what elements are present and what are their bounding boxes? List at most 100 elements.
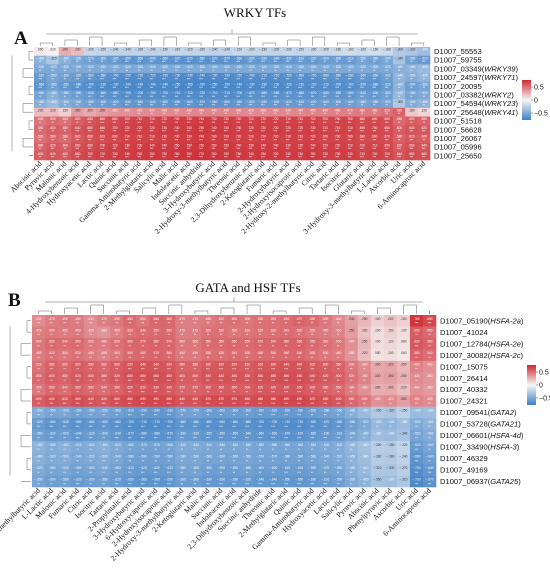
heatmap-cell	[368, 125, 381, 135]
heatmap-cell	[344, 464, 359, 476]
heatmap-cell	[318, 326, 333, 339]
cell-significance-mark: ***	[89, 436, 93, 440]
cell-value-label: −.620	[87, 431, 95, 435]
cell-value-label: .620	[75, 374, 81, 378]
heatmap-cell	[214, 418, 228, 430]
heatmap-cell	[318, 55, 332, 65]
cell-value-label: .710	[247, 117, 253, 121]
cell-value-label: .640	[153, 363, 159, 367]
cell-value-label: −.520	[36, 65, 44, 69]
cell-value-label: −.500	[425, 431, 433, 435]
heatmap-cell	[422, 395, 437, 408]
cell-significance-mark: ***	[415, 482, 419, 486]
heatmap-cell	[318, 73, 332, 83]
cell-significance-mark: ***	[297, 391, 301, 395]
cell-value-label: −.430	[347, 443, 355, 447]
cell-significance-mark: **	[128, 345, 131, 349]
cell-value-label: .560	[283, 351, 289, 355]
heatmap-cell	[305, 337, 320, 350]
cell-value-label: .740	[148, 143, 154, 147]
cell-value-label: .640	[49, 152, 55, 156]
heatmap-cell	[422, 372, 437, 385]
heatmap-cell	[219, 107, 233, 117]
cell-significance-mark: **	[207, 471, 210, 475]
heatmap-cell	[58, 125, 72, 135]
cell-value-label: .440	[223, 108, 229, 112]
heatmap-cell	[318, 395, 333, 408]
heatmap-cell	[110, 349, 124, 362]
cell-value-label: −.580	[165, 454, 173, 458]
heatmap-cell	[194, 64, 208, 74]
heatmap-cell	[253, 475, 267, 488]
cell-value-label: −.280	[373, 454, 381, 458]
cell-value-label: −.200	[284, 48, 292, 52]
heatmap-cell	[396, 475, 411, 488]
cell-significance-mark: **	[39, 138, 42, 142]
heatmap-cell	[145, 116, 159, 126]
cell-value-label: −.680	[73, 82, 81, 86]
cell-significance-mark: **	[207, 345, 210, 349]
column-label: 2-Hydroxy-2-methylbutyric acid	[0, 486, 42, 563]
heatmap-cell	[368, 55, 381, 65]
dendrogram-branch	[138, 39, 152, 46]
cell-value-label: .630	[270, 363, 276, 367]
cell-significance-mark: ***	[323, 425, 327, 429]
cell-value-label: .570	[166, 340, 172, 344]
heatmap-cell	[175, 337, 189, 350]
cell-value-label: −.240	[399, 454, 407, 458]
cell-significance-mark: **	[410, 60, 413, 64]
cell-significance-mark: ***	[298, 121, 302, 125]
heatmap-cell	[396, 337, 411, 350]
heatmap-cell	[194, 125, 208, 135]
cell-significance-mark: ***	[415, 448, 419, 452]
cell-value-label: −.500	[61, 454, 69, 458]
cell-value-label: .280	[400, 374, 406, 378]
heatmap-cell	[292, 315, 306, 327]
heatmap-cell	[84, 315, 98, 327]
heatmap-cell	[45, 441, 59, 453]
cell-significance-mark: **	[102, 482, 105, 486]
cell-value-label: −.620	[412, 443, 420, 447]
heatmap-cell	[175, 349, 189, 362]
cell-value-label: .750	[198, 126, 204, 130]
heatmap-cell	[396, 452, 411, 465]
heatmap-cell	[318, 406, 333, 419]
cell-value-label: −.560	[87, 466, 95, 470]
heatmap-cell	[253, 406, 267, 419]
heatmap-cell	[145, 125, 159, 135]
cell-significance-mark: **	[102, 322, 105, 326]
heatmap-cell	[84, 372, 98, 385]
heatmap-cell	[182, 90, 196, 100]
cell-value-label: −.520	[73, 65, 81, 69]
cell-value-label: −.650	[234, 100, 242, 104]
cell-significance-mark: **	[89, 356, 92, 360]
heatmap-cell	[409, 395, 424, 408]
cell-significance-mark: ***	[249, 138, 253, 142]
cell-value-label: .470	[101, 317, 107, 321]
cell-value-label: .720	[285, 126, 291, 130]
heatmap-cell	[84, 464, 98, 476]
cell-significance-mark: **	[220, 356, 223, 360]
cell-significance-mark: ***	[174, 95, 178, 99]
cell-value-label: .420	[247, 108, 253, 112]
cell-significance-mark: ***	[348, 77, 352, 81]
heatmap-cell	[256, 90, 270, 100]
heatmap-cell	[355, 55, 369, 65]
cell-significance-mark: **	[428, 436, 431, 440]
cell-significance-mark: ***	[141, 368, 145, 372]
dendrogram-branch	[89, 36, 103, 46]
heatmap-cell	[279, 360, 293, 373]
heatmap-cell	[58, 464, 72, 476]
cell-value-label: −.650	[165, 477, 173, 481]
cell-significance-mark: ***	[150, 130, 154, 134]
heatmap-cell	[253, 349, 267, 362]
cell-value-label: .640	[205, 374, 211, 378]
cell-value-label: −.660	[87, 420, 95, 424]
cell-value-label: −.540	[321, 454, 329, 458]
cell-value-label: .660	[87, 126, 93, 130]
cell-value-label: .650	[166, 374, 172, 378]
heatmap-cell	[175, 326, 189, 339]
cell-significance-mark: ***	[422, 147, 426, 151]
cell-significance-mark: ***	[88, 138, 92, 142]
row-label: D1007_12784(HSFA-2e)	[440, 339, 524, 348]
